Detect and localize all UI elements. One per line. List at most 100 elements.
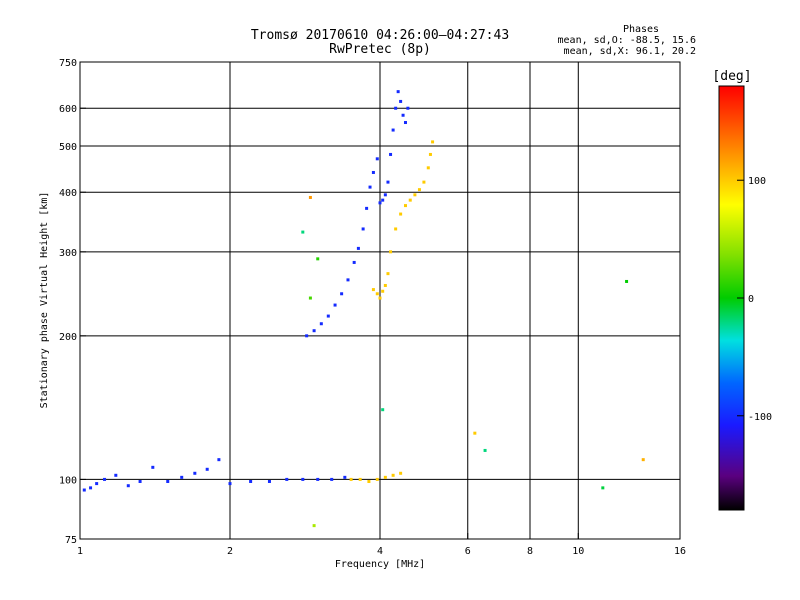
data-point: [417, 188, 421, 192]
data-point: [408, 198, 412, 202]
y-tick-label: 750: [59, 58, 77, 69]
x-tick-label: 4: [377, 546, 383, 557]
data-point: [389, 152, 393, 156]
data-point: [356, 246, 360, 250]
colorbar-label: [deg]: [712, 69, 751, 84]
data-point: [383, 475, 387, 479]
data-point: [428, 152, 432, 156]
data-point: [180, 475, 184, 479]
data-point: [381, 408, 385, 412]
data-point: [82, 488, 86, 492]
x-axis-label: Frequency [MHz]: [335, 559, 425, 570]
data-point: [365, 206, 369, 210]
data-point: [103, 477, 107, 481]
x-tick-label: 8: [527, 546, 533, 557]
colorbar-tick-label: 100: [748, 176, 766, 187]
data-point: [330, 477, 334, 481]
data-point: [422, 180, 426, 184]
data-point: [89, 486, 93, 490]
data-point: [473, 431, 477, 435]
data-point: [378, 296, 382, 300]
data-point: [381, 289, 385, 293]
data-point: [316, 477, 320, 481]
data-point: [483, 448, 487, 452]
data-point: [301, 230, 305, 234]
data-point: [371, 288, 375, 292]
data-point: [641, 458, 645, 462]
x-tick-label: 16: [674, 546, 686, 557]
colorbar-tick-label: -100: [748, 412, 772, 423]
data-point: [333, 303, 337, 307]
data-point: [396, 90, 400, 94]
y-tick-label: 100: [59, 475, 77, 486]
data-point: [308, 195, 312, 199]
data-point: [95, 482, 99, 486]
data-point: [312, 524, 316, 528]
y-tick-label: 300: [59, 248, 77, 259]
chart-title: Tromsø 20170610 04:26:00–04:27:43: [251, 28, 509, 43]
data-point: [267, 479, 271, 483]
data-point: [249, 479, 253, 483]
data-point: [340, 292, 344, 296]
y-axis-ticks: 75 100 200 300 400 500 600 750: [59, 58, 86, 546]
data-point: [391, 473, 395, 477]
data-point: [383, 193, 387, 197]
data-point: [358, 477, 362, 481]
y-tick-label: 500: [59, 142, 77, 153]
data-point: [403, 204, 407, 208]
data-point: [361, 227, 365, 231]
data-point: [343, 475, 347, 479]
data-point: [391, 128, 395, 132]
data-point: [138, 479, 142, 483]
data-points: [82, 90, 645, 528]
data-point: [352, 260, 356, 264]
data-point: [228, 482, 232, 486]
data-point: [394, 106, 398, 110]
data-point: [285, 477, 289, 481]
x-tick-label: 10: [572, 546, 584, 557]
data-point: [193, 471, 197, 475]
data-point: [312, 329, 316, 333]
data-point: [126, 484, 130, 488]
y-tick-label: 600: [59, 104, 77, 115]
data-point: [625, 279, 629, 283]
data-point: [399, 212, 403, 216]
data-point: [403, 121, 407, 125]
data-point: [394, 227, 398, 231]
colorbar-tick-label: 0: [748, 294, 754, 305]
data-point: [431, 140, 435, 144]
data-point: [375, 477, 379, 481]
data-point: [217, 458, 221, 462]
data-point: [301, 477, 305, 481]
data-point: [375, 157, 379, 161]
data-point: [368, 185, 372, 189]
x-axis-ticks: 1 2 4 6 8 10 16: [77, 533, 686, 557]
y-tick-label: 400: [59, 188, 77, 199]
data-point: [205, 467, 209, 471]
data-point: [308, 296, 312, 300]
colorbar-ticks: 100 0 -100: [737, 176, 772, 423]
data-point: [349, 477, 353, 481]
data-point: [346, 278, 350, 282]
y-axis-label: Stationary phase Virtual Height [km]: [39, 192, 50, 409]
data-point: [413, 193, 417, 197]
stats-o-line: mean, sd,O: -88.5, 15.6: [558, 35, 696, 46]
data-point: [386, 180, 390, 184]
x-tick-label: 2: [227, 546, 233, 557]
data-point: [114, 473, 118, 477]
data-point: [399, 99, 403, 103]
data-point: [386, 272, 390, 276]
data-point: [406, 106, 410, 110]
stats-heading: Phases: [623, 24, 659, 35]
x-tick-label: 1: [77, 546, 83, 557]
data-point: [316, 257, 320, 261]
data-point: [166, 479, 170, 483]
data-point: [601, 486, 605, 490]
data-point: [326, 314, 330, 318]
data-point: [401, 113, 405, 117]
data-point: [375, 292, 379, 296]
data-point: [319, 322, 323, 326]
data-point: [378, 201, 382, 205]
data-point: [371, 170, 375, 174]
